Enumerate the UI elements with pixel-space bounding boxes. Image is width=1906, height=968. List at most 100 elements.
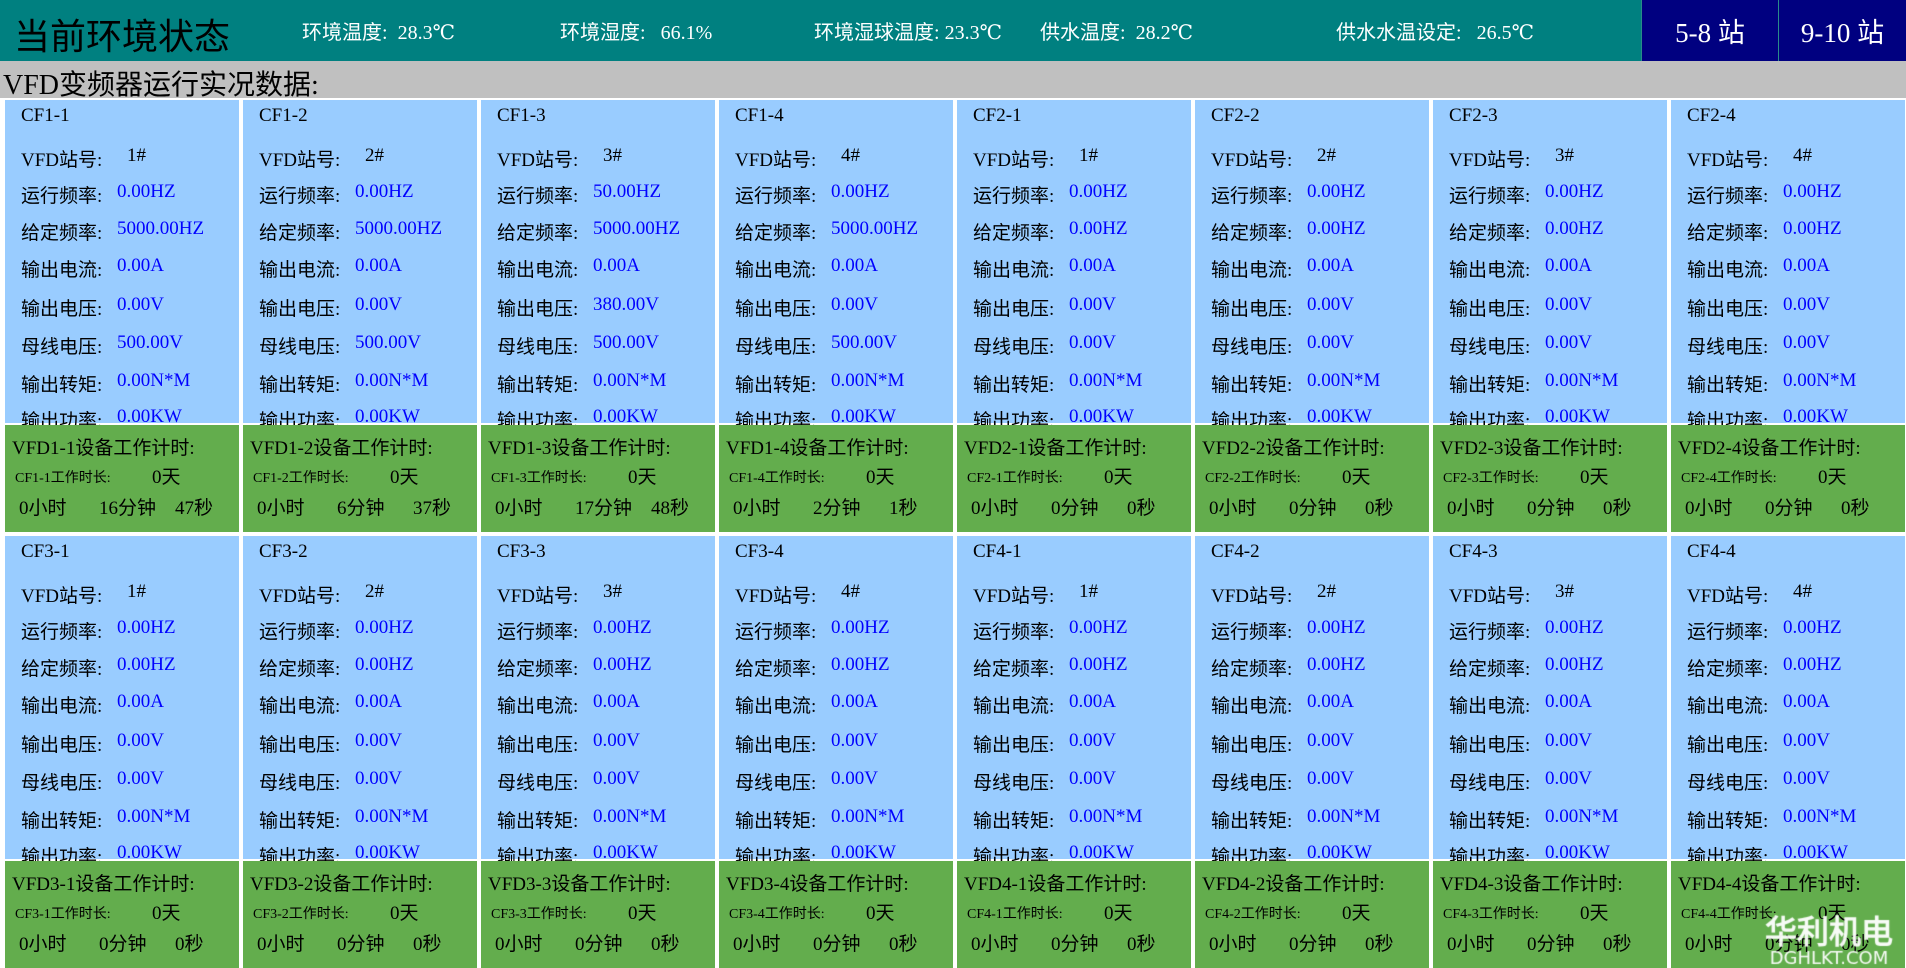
duration-minutes: 0分钟	[99, 929, 147, 956]
torque-label: 输出转矩:	[735, 811, 817, 832]
days-unit: 天	[1113, 903, 1133, 924]
days-unit: 天	[1589, 467, 1609, 488]
timer-device: VFD2-3	[1440, 438, 1504, 459]
environment-status-bar: 当前环境状态 环境温度: 28.3℃ 环境湿度: 66.1% 环境湿球温度: 2…	[0, 0, 1906, 61]
minutes-unit: 分钟	[346, 934, 385, 955]
vfd-panel: CF1-2 VFD站号: 2# 运行频率: 0.00HZ 给定频率: 5000.00HZ 输出…	[243, 100, 477, 532]
duration-device: CF3-4	[729, 907, 765, 922]
voltage-value: 0.00V	[1069, 730, 1116, 751]
duration-hours: 0小时	[1685, 493, 1733, 520]
set-freq-value: 5000.00HZ	[593, 218, 681, 239]
timer-title: VFD4-2设备工作计时:	[1202, 869, 1385, 896]
current-value: 0.00A	[1545, 255, 1592, 276]
hours-unit: 小时	[1694, 498, 1733, 519]
set-freq-label: 给定频率:	[21, 659, 103, 680]
run-freq-label: 运行频率:	[735, 186, 817, 207]
torque-label: 输出转矩:	[21, 811, 103, 832]
duration-device: CF4-1	[967, 907, 1003, 922]
duration-seconds: 0秒	[889, 929, 918, 956]
duration-days: 0天	[628, 898, 657, 925]
current-label: 输出电流:	[259, 696, 341, 717]
ambient-humidity-value: 66.1%	[660, 22, 713, 44]
duration-seconds: 0秒	[1127, 493, 1156, 520]
station-label: VFD站号:	[1687, 586, 1769, 607]
voltage-label: 输出电压:	[497, 299, 579, 320]
voltage-label: 输出电压:	[1687, 299, 1769, 320]
minutes-unit: 分钟	[1298, 934, 1337, 955]
days-value: 0	[1818, 467, 1828, 488]
duration-minutes: 0分钟	[1289, 929, 1337, 956]
duration-suffix: 工作时长:	[526, 907, 587, 922]
work-timer-panel: VFD3-3设备工作计时: CF3-3工作时长: 0天 0小时 0分钟 0秒	[481, 861, 715, 968]
timer-title-suffix: 设备工作计时:	[551, 438, 671, 459]
hours-unit: 小时	[504, 934, 543, 955]
duration-label: CF4-2工作时长:	[1205, 903, 1301, 923]
ambient-temperature-label: 环境温度:	[302, 22, 388, 44]
torque-value: 0.00N*M	[593, 806, 667, 827]
vfd-panel: CF2-3 VFD站号: 3# 运行频率: 0.00HZ 给定频率: 0.00HZ 输出电流:…	[1433, 100, 1667, 532]
seconds-unit: 秒	[422, 934, 442, 955]
minutes-value: 0	[1765, 498, 1775, 519]
section-header: VFD变频器运行实况数据:	[0, 61, 1906, 101]
power-value: 0.00KW	[831, 406, 896, 427]
vfd-panel: CF4-4 VFD站号: 4# 运行频率: 0.00HZ 给定频率: 0.00HZ 输出电流:…	[1671, 536, 1905, 968]
power-value: 0.00KW	[1783, 842, 1848, 863]
bus-voltage-value: 0.00V	[355, 768, 402, 789]
station-value: 2#	[365, 581, 384, 602]
duration-suffix: 工作时长:	[1478, 907, 1539, 922]
station-9-10-button[interactable]: 9-10 站	[1778, 0, 1906, 61]
run-freq-value: 0.00HZ	[1307, 617, 1366, 638]
station-label: VFD站号:	[21, 586, 103, 607]
minutes-value: 0	[99, 934, 109, 955]
duration-hours: 0小时	[257, 493, 305, 520]
duration-hours: 0小时	[733, 929, 781, 956]
seconds-value: 37	[413, 498, 432, 519]
duration-suffix: 工作时长:	[288, 907, 349, 922]
duration-days: 0天	[1580, 462, 1609, 489]
duration-suffix: 工作时长:	[50, 907, 111, 922]
torque-label: 输出转矩:	[1449, 811, 1531, 832]
duration-days: 0天	[1580, 898, 1609, 925]
duration-seconds: 0秒	[1603, 929, 1632, 956]
current-value: 0.00A	[1545, 691, 1592, 712]
duration-label: CF3-4工作时长:	[729, 903, 825, 923]
timer-title: VFD1-2设备工作计时:	[250, 433, 433, 460]
minutes-value: 0	[1289, 934, 1299, 955]
set-freq-value: 0.00HZ	[355, 654, 414, 675]
duration-label: CF2-3工作时长:	[1443, 467, 1539, 487]
run-freq-value: 0.00HZ	[1069, 617, 1128, 638]
voltage-label: 输出电压:	[735, 735, 817, 756]
duration-minutes: 17分钟	[575, 493, 632, 520]
seconds-unit: 秒	[898, 498, 918, 519]
duration-seconds: 1秒	[889, 493, 918, 520]
duration-hours: 0小时	[257, 929, 305, 956]
days-unit: 天	[1827, 467, 1847, 488]
panel-name: CF2-2	[1211, 105, 1260, 126]
timer-title: VFD1-4设备工作计时:	[726, 433, 909, 460]
wet-bulb-temperature-label: 环境湿球温度:	[814, 22, 940, 44]
timer-device: VFD2-1	[964, 438, 1028, 459]
vfd-status-panel: CF3-4 VFD站号: 4# 运行频率: 0.00HZ 给定频率: 0.00HZ 输出电流:…	[719, 536, 953, 868]
run-freq-label: 运行频率:	[497, 186, 579, 207]
torque-label: 输出转矩:	[1687, 811, 1769, 832]
vfd-status-panel: CF2-2 VFD站号: 2# 运行频率: 0.00HZ 给定频率: 0.00HZ 输出电流:…	[1195, 100, 1429, 432]
days-unit: 天	[1351, 467, 1371, 488]
station-5-8-button[interactable]: 5-8 站	[1641, 0, 1778, 61]
current-label: 输出电流:	[1687, 696, 1769, 717]
panel-name: CF1-1	[21, 105, 70, 126]
duration-device: CF4-2	[1205, 907, 1241, 922]
duration-label: CF3-3工作时长:	[491, 903, 587, 923]
set-freq-value: 5000.00HZ	[831, 218, 919, 239]
minutes-unit: 分钟	[584, 934, 623, 955]
days-value: 0	[866, 467, 876, 488]
work-timer-panel: VFD2-4设备工作计时: CF2-4工作时长: 0天 0小时 0分钟 0秒	[1671, 425, 1905, 532]
voltage-label: 输出电压:	[973, 299, 1055, 320]
set-freq-value: 0.00HZ	[1545, 654, 1604, 675]
duration-suffix: 工作时长:	[1240, 471, 1301, 486]
voltage-label: 输出电压:	[973, 735, 1055, 756]
station-label: VFD站号:	[735, 150, 817, 171]
voltage-label: 输出电压:	[259, 299, 341, 320]
vfd-panel: CF2-1 VFD站号: 1# 运行频率: 0.00HZ 给定频率: 0.00HZ 输出电流:…	[957, 100, 1191, 532]
timer-title: VFD1-1设备工作计时:	[12, 433, 195, 460]
bus-voltage-label: 母线电压:	[21, 337, 103, 358]
